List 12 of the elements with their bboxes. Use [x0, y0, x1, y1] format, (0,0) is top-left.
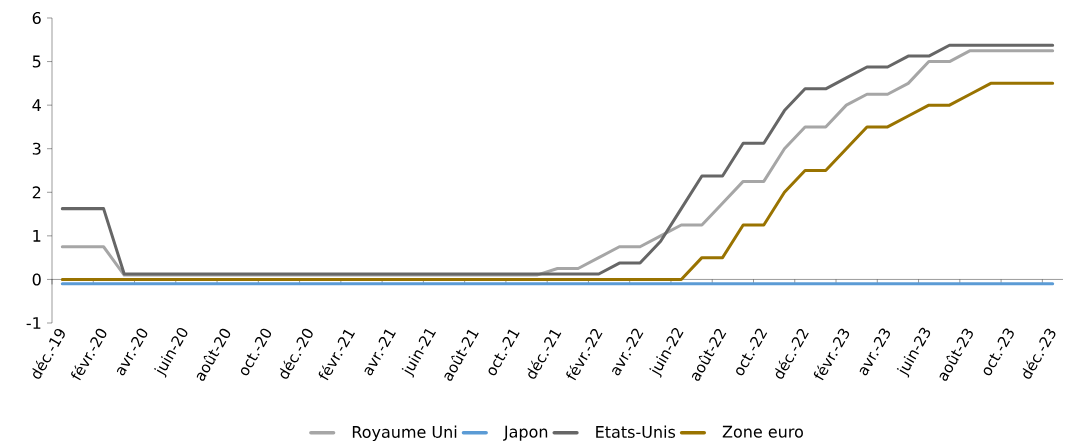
- legend-label: Royaume Uni: [352, 425, 457, 441]
- y-tick-label: 1: [33, 230, 41, 242]
- legend-label: Japon: [503, 425, 548, 441]
- y-tick-label: 4: [32, 99, 41, 111]
- legend-label: Zone euro: [722, 425, 803, 438]
- y-tick-label: 3: [32, 142, 41, 155]
- y-tick-label: 2: [32, 186, 41, 199]
- y-tick-label: -1: [26, 317, 41, 329]
- legend-label: Etats-Unis: [596, 425, 676, 438]
- y-tick-label: 0: [32, 273, 41, 286]
- y-tick-label: 5: [32, 55, 41, 68]
- y-tick-label: 6: [32, 11, 41, 25]
